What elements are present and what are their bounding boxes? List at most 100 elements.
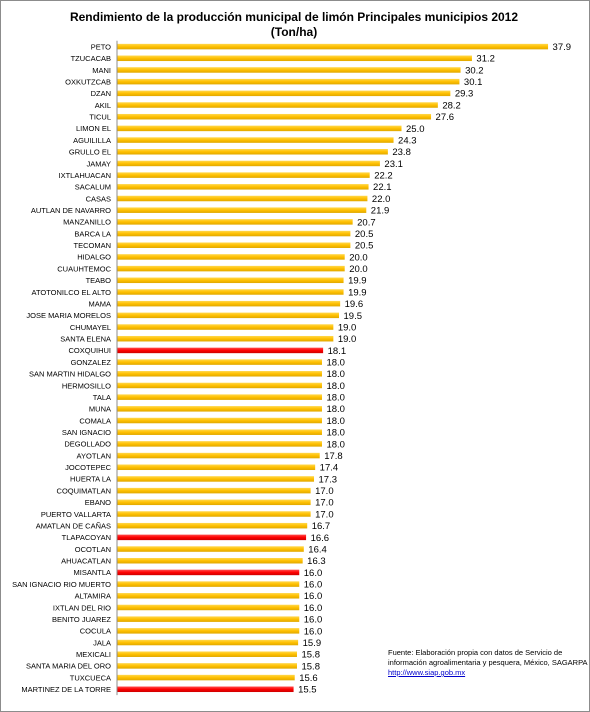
bar — [117, 511, 311, 517]
bar — [117, 149, 388, 155]
bar — [117, 137, 394, 143]
bar-value-label: 15.8 — [301, 650, 320, 661]
bar-highlighted — [117, 686, 294, 693]
bar — [117, 335, 334, 342]
category-tick-label: TALA — [93, 393, 111, 402]
bar — [117, 230, 351, 237]
bar — [117, 371, 322, 377]
category-tick-label: MUNA — [89, 405, 111, 414]
bar-value-label: 18.0 — [326, 357, 345, 368]
category-tick-label: IXTLAN DEL RIO — [53, 603, 111, 612]
bar — [117, 78, 460, 85]
bar-value-label: 28.2 — [442, 100, 461, 111]
bar-value-label: 18.0 — [326, 439, 345, 450]
bar-value-label: 20.5 — [355, 241, 374, 252]
category-tick-label: MANI — [92, 66, 111, 75]
bar-value-label: 15.5 — [298, 685, 317, 696]
bar-value-label: 18.0 — [326, 416, 345, 427]
category-tick-label: COMALA — [79, 416, 111, 425]
bar-value-label: 30.1 — [464, 77, 483, 88]
bar-value-label: 15.6 — [299, 673, 318, 684]
bar — [117, 172, 370, 178]
category-tick-label: COCULA — [80, 627, 111, 636]
category-tick-label: ATOTONILCO EL ALTO — [32, 288, 112, 297]
chart-subtitle: (Ton/ha) — [270, 25, 318, 39]
category-tick-label: IXTLAHUACAN — [58, 171, 111, 180]
category-tick-label: MANZANILLO — [63, 218, 111, 227]
bar — [117, 113, 432, 120]
bar — [117, 300, 341, 307]
category-tick-label: HUERTA LA — [70, 475, 111, 484]
bar — [117, 522, 308, 529]
bar — [117, 651, 297, 657]
bar-highlighted — [117, 347, 324, 354]
bar-value-label: 20.0 — [349, 264, 368, 275]
category-tick-label: TEABO — [86, 276, 112, 285]
bar-highlighted — [117, 534, 307, 541]
bar-value-label: 18.0 — [326, 369, 345, 380]
bar — [117, 429, 322, 435]
source-note: Fuente: Elaboración propia con datos de … — [388, 648, 588, 678]
bar-value-label: 17.8 — [324, 451, 343, 462]
bar — [117, 207, 367, 213]
category-tick-label: COXQUIHUI — [68, 346, 111, 355]
source-text: Fuente: Elaboración propia con datos de … — [388, 648, 588, 667]
category-tick-label: SANTA ELENA — [60, 335, 111, 344]
bar-value-label: 15.9 — [303, 638, 322, 649]
category-tick-label: BARCA LA — [74, 229, 111, 238]
chart-title-main: Rendimiento de la producción municipal d… — [69, 10, 519, 24]
bar-value-label: 22.1 — [373, 182, 392, 193]
bar — [117, 674, 295, 681]
bar-value-label: 19.5 — [344, 311, 363, 322]
bar-value-label: 21.9 — [371, 206, 390, 217]
bar-value-label: 20.5 — [355, 229, 374, 240]
category-tick-label: TECOMAN — [74, 241, 112, 250]
bar — [117, 125, 402, 132]
category-tick-label: AKIL — [95, 101, 111, 110]
bar — [117, 160, 380, 167]
bar — [117, 277, 344, 284]
bar — [117, 254, 345, 260]
bar — [117, 394, 322, 400]
bar-value-label: 18.1 — [328, 346, 347, 357]
bar-value-label: 27.6 — [436, 112, 455, 123]
bar — [117, 242, 351, 248]
bar — [117, 406, 322, 412]
bar — [117, 499, 311, 506]
bar-value-label: 15.8 — [301, 661, 320, 672]
category-tick-label: TICUL — [89, 113, 111, 122]
bar-value-label: 17.4 — [320, 463, 339, 474]
bar — [117, 628, 300, 634]
category-tick-label: AYOTLAN — [77, 451, 111, 460]
bar-value-label: 24.3 — [398, 135, 417, 146]
bar-value-label: 17.0 — [315, 509, 334, 520]
bar — [117, 441, 322, 447]
category-tick-label: AMATLAN DE CAÑAS — [36, 521, 111, 530]
bar — [117, 324, 334, 330]
bar-value-label: 17.0 — [315, 486, 334, 497]
bar — [117, 359, 322, 365]
category-tick-label: TLAPACOYAN — [62, 533, 111, 542]
bar — [117, 546, 304, 552]
bar — [117, 102, 438, 108]
bar-value-label: 18.0 — [326, 428, 345, 439]
bar-value-label: 23.1 — [384, 159, 403, 170]
category-tick-label: AHUACATLAN — [61, 557, 111, 566]
bar-value-label: 16.7 — [312, 521, 331, 532]
bar-value-label: 23.8 — [392, 147, 411, 158]
source-link[interactable]: http://www.siap.gob.mx — [388, 668, 466, 677]
bar — [117, 452, 320, 459]
bar-value-label: 16.0 — [304, 591, 323, 602]
category-tick-label: OCOTLAN — [75, 545, 111, 554]
category-tick-label: MEXICALI — [76, 650, 111, 659]
category-tick-label: LIMON EL — [76, 124, 111, 133]
category-tick-label: SACALUM — [75, 183, 111, 192]
bar — [117, 581, 300, 587]
bar — [117, 557, 303, 564]
category-tick-label: MAMA — [89, 299, 112, 308]
category-tick-label: DEGOLLADO — [64, 440, 111, 449]
category-tick-label: TUXCUECA — [70, 673, 111, 682]
bar-value-label: 20.7 — [357, 217, 376, 228]
bar — [117, 219, 353, 225]
